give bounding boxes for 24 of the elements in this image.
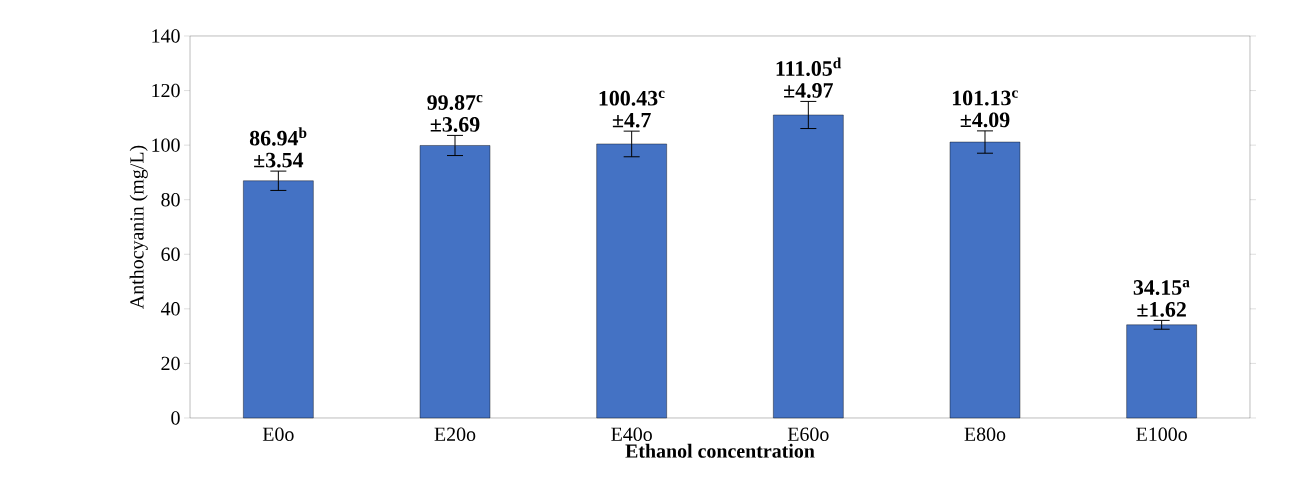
x-tick-label: E40o	[611, 427, 652, 441]
bar	[419, 145, 491, 419]
y-tick-label: 80	[161, 192, 180, 207]
y-tick-label: 100	[152, 138, 180, 152]
y-tick-label: 120	[152, 83, 180, 98]
y-tick-label: 140	[152, 29, 180, 43]
data-label: 34.15$^{a}$ ±1.62	[1133, 279, 1190, 317]
bar	[1126, 324, 1197, 419]
y-tick-label: 0	[171, 411, 180, 425]
x-tick-label: E80o	[964, 427, 1006, 441]
y-tick-label: 20	[161, 356, 180, 371]
data-label: 99.87$^{c}$ ±3.69	[427, 94, 483, 132]
y-axis-title: Anthocyanin (mg/L)	[129, 145, 148, 309]
data-label: 100.43$^{c}$ ±4.7	[599, 90, 665, 128]
y-tick-label: 40	[160, 302, 180, 316]
data-label: 101.13$^{c}$ ±4.09	[952, 90, 1018, 128]
data-label: 111.05$^{d}$ ±4.97	[776, 57, 842, 98]
x-tick-label: E100o	[1136, 427, 1187, 441]
y-tick-label: 60	[161, 247, 180, 261]
x-axis-title: Ethanol concentration	[625, 443, 815, 458]
x-tick-label: E20o	[434, 427, 476, 441]
x-tick-label: E0o	[262, 427, 294, 441]
data-label: 86.94$^{b}$ ±3.54	[249, 127, 307, 168]
x-tick-label: E60o	[787, 427, 829, 441]
